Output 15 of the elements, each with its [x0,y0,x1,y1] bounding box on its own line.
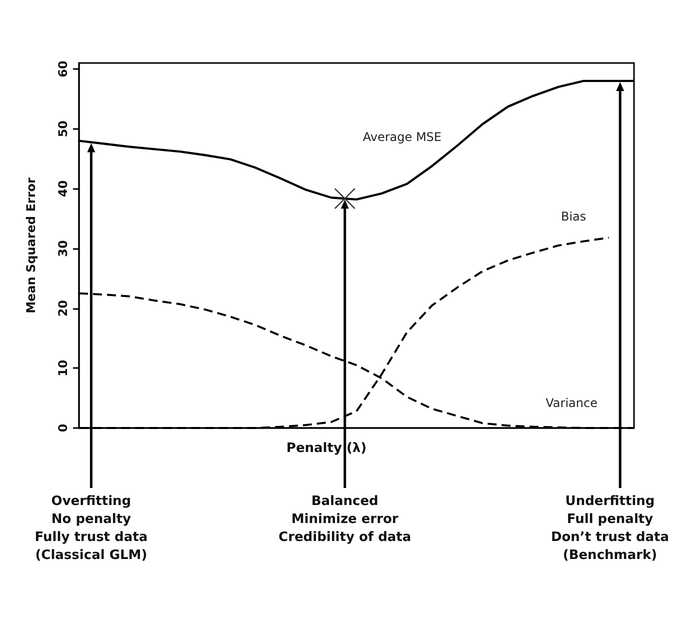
y-tick-label: 50 [56,120,70,138]
text: Balanced Minimize error Credibility of data [278,493,412,547]
y-tick-label: 10 [56,360,70,377]
series-label: Bias [560,209,586,224]
y-axis-title: Mean Squared Error [24,178,38,314]
y-tick-label: 30 [56,240,70,257]
x-axis-title: Penalty (λ) [286,441,367,456]
y-tick-label: 20 [56,300,70,317]
y-tick-label: 40 [56,180,70,198]
y-tick-label: 60 [56,60,70,78]
y-tick-label: 0 [56,424,70,432]
series-label: Average MSE [362,130,442,144]
series-label: Variance [546,396,598,410]
text: Overfitting No penalty Fully trust data (Classical GLM) [34,493,148,565]
text: Underfitting Full penalty Don’t trust data (Benchmark) [550,493,670,565]
